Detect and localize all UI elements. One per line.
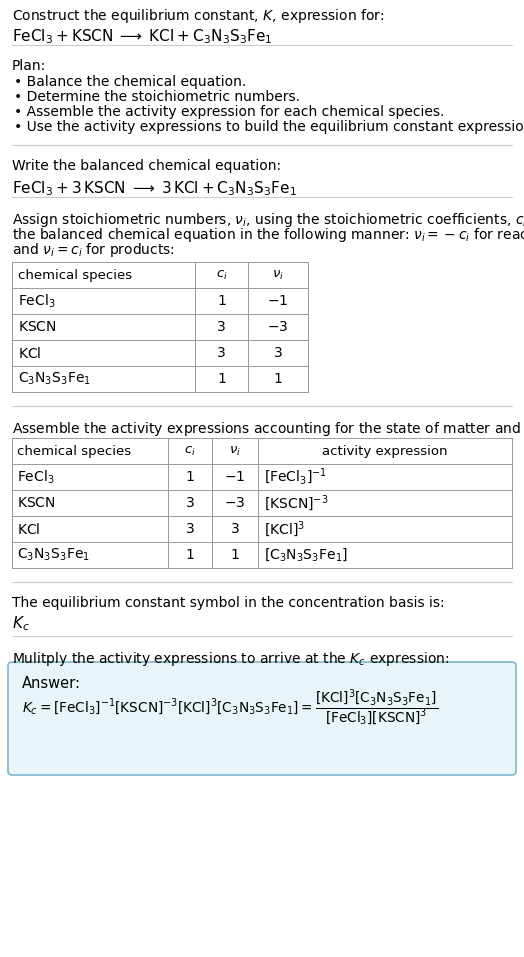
Text: 3: 3 <box>231 522 239 536</box>
Text: $\mathrm{KSCN}$: $\mathrm{KSCN}$ <box>17 496 56 510</box>
Text: chemical species: chemical species <box>17 444 131 457</box>
Text: $\mathrm{C_3N_3S_3Fe_1}$: $\mathrm{C_3N_3S_3Fe_1}$ <box>18 370 91 388</box>
Text: Mulitply the activity expressions to arrive at the $K_c$ expression:: Mulitply the activity expressions to arr… <box>12 650 450 668</box>
Text: Write the balanced chemical equation:: Write the balanced chemical equation: <box>12 159 281 173</box>
Text: $\mathrm{KCl}$: $\mathrm{KCl}$ <box>18 345 41 361</box>
Text: chemical species: chemical species <box>18 269 132 281</box>
Text: $[\mathrm{FeCl_3}]^{-1}$: $[\mathrm{FeCl_3}]^{-1}$ <box>264 467 327 487</box>
Text: • Assemble the activity expression for each chemical species.: • Assemble the activity expression for e… <box>14 105 444 119</box>
Text: $\mathrm{KCl}$: $\mathrm{KCl}$ <box>17 522 40 537</box>
Text: $c_i$: $c_i$ <box>184 444 196 457</box>
Text: 3: 3 <box>274 346 282 360</box>
Text: 3: 3 <box>217 346 226 360</box>
Text: $K_c$: $K_c$ <box>12 614 30 633</box>
Text: $-3$: $-3$ <box>267 320 289 334</box>
Text: Answer:: Answer: <box>22 676 81 691</box>
Text: the balanced chemical equation in the following manner: $\nu_i = -c_i$ for react: the balanced chemical equation in the fo… <box>12 226 524 244</box>
FancyBboxPatch shape <box>8 662 516 775</box>
Text: 1: 1 <box>274 372 282 386</box>
Text: 1: 1 <box>217 294 226 308</box>
Text: $[\mathrm{KSCN}]^{-3}$: $[\mathrm{KSCN}]^{-3}$ <box>264 493 329 513</box>
Text: and $\nu_i = c_i$ for products:: and $\nu_i = c_i$ for products: <box>12 241 175 259</box>
Text: $c_i$: $c_i$ <box>215 269 227 281</box>
Text: Assemble the activity expressions accounting for the state of matter and $\nu_i$: Assemble the activity expressions accoun… <box>12 420 524 438</box>
Text: 1: 1 <box>185 548 194 562</box>
Text: The equilibrium constant symbol in the concentration basis is:: The equilibrium constant symbol in the c… <box>12 596 445 610</box>
Text: $\mathrm{KSCN}$: $\mathrm{KSCN}$ <box>18 320 57 334</box>
Text: • Balance the chemical equation.: • Balance the chemical equation. <box>14 75 246 89</box>
Text: $\nu_i$: $\nu_i$ <box>272 269 284 281</box>
Text: Construct the equilibrium constant, $K$, expression for:: Construct the equilibrium constant, $K$,… <box>12 7 385 25</box>
Text: $\mathrm{FeCl_3}$: $\mathrm{FeCl_3}$ <box>18 292 56 310</box>
Text: • Determine the stoichiometric numbers.: • Determine the stoichiometric numbers. <box>14 90 300 104</box>
Text: 3: 3 <box>185 496 194 510</box>
Bar <box>12 438 512 568</box>
Text: $-3$: $-3$ <box>224 496 246 510</box>
Text: $\mathrm{FeCl_3 + 3\,KSCN \;\longrightarrow\; 3\,KCl + C_3N_3S_3Fe_1}$: $\mathrm{FeCl_3 + 3\,KSCN \;\longrightar… <box>12 179 297 198</box>
Text: Plan:: Plan: <box>12 59 46 73</box>
Text: 3: 3 <box>217 320 226 334</box>
Text: $[\mathrm{KCl}]^3$: $[\mathrm{KCl}]^3$ <box>264 519 305 539</box>
Text: activity expression: activity expression <box>322 444 447 457</box>
Text: $-1$: $-1$ <box>267 294 289 308</box>
Text: $\mathrm{C_3N_3S_3Fe_1}$: $\mathrm{C_3N_3S_3Fe_1}$ <box>17 546 90 564</box>
Text: 1: 1 <box>217 372 226 386</box>
Text: $-1$: $-1$ <box>224 470 246 484</box>
Text: Assign stoichiometric numbers, $\nu_i$, using the stoichiometric coefficients, $: Assign stoichiometric numbers, $\nu_i$, … <box>12 211 524 229</box>
Text: $\nu_i$: $\nu_i$ <box>229 444 241 457</box>
Text: $K_c = [\mathrm{FeCl_3}]^{-1} [\mathrm{KSCN}]^{-3} [\mathrm{KCl}]^3 [\mathrm{C_3: $K_c = [\mathrm{FeCl_3}]^{-1} [\mathrm{K… <box>22 688 438 728</box>
Text: $\mathrm{FeCl_3}$: $\mathrm{FeCl_3}$ <box>17 468 54 486</box>
Text: 1: 1 <box>231 548 239 562</box>
Text: $\mathrm{FeCl_3 + KSCN \;\longrightarrow\; KCl + C_3N_3S_3Fe_1}$: $\mathrm{FeCl_3 + KSCN \;\longrightarrow… <box>12 27 272 46</box>
Text: • Use the activity expressions to build the equilibrium constant expression.: • Use the activity expressions to build … <box>14 120 524 134</box>
Text: 1: 1 <box>185 470 194 484</box>
Bar <box>12 262 308 392</box>
Text: $[\mathrm{C_3N_3S_3Fe_1}]$: $[\mathrm{C_3N_3S_3Fe_1}]$ <box>264 546 348 564</box>
Text: 3: 3 <box>185 522 194 536</box>
